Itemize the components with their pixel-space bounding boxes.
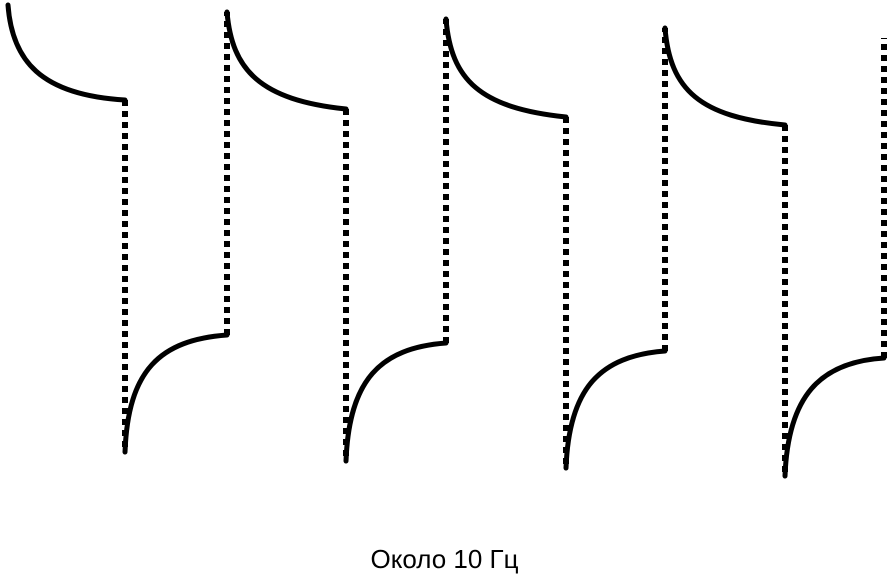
rise-curve-1 <box>122 332 230 455</box>
rise-curve-3 <box>563 348 668 471</box>
decay-curve-3 <box>443 16 569 120</box>
decay-curve-4 <box>662 25 788 128</box>
rise-curve-2 <box>343 340 449 464</box>
rise-curve-4 <box>782 355 887 479</box>
decay-curve-1 <box>5 2 128 103</box>
caption: Около 10 Гц <box>370 544 519 574</box>
decay-curve-2 <box>224 9 349 112</box>
